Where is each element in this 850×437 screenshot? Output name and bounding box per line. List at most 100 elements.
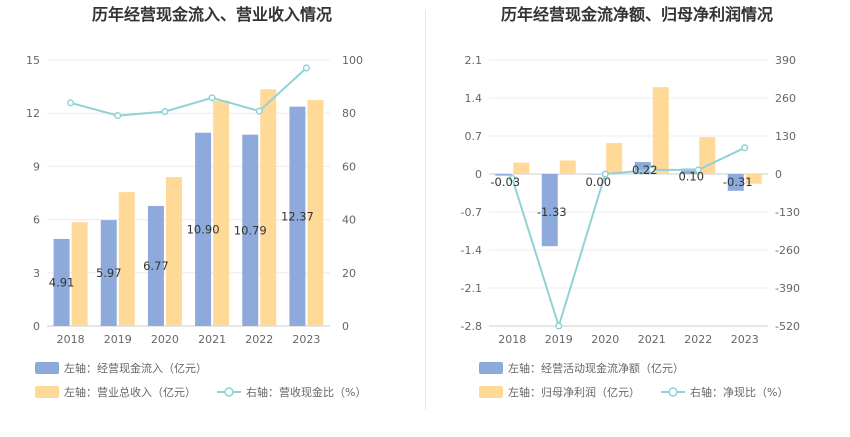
bar [147,205,164,326]
right-axis-tick-label: 390 [775,54,796,67]
bar [53,238,70,326]
bar [307,99,324,327]
line-point [648,166,656,174]
legend-label: 左轴：营业总收入（亿元） [64,385,196,399]
line-point [255,107,263,115]
bar [588,174,605,175]
bar [727,174,744,191]
category-label: 2021 [198,333,226,346]
right-axis-tick-label: -260 [775,244,800,257]
legend-swatch [35,386,59,398]
data-label: 12.37 [281,209,314,223]
data-label: -0.31 [723,175,753,189]
legend-label: 右轴：净现比（%） [690,385,788,399]
line-point [208,94,216,102]
bar [165,177,182,326]
bar [513,162,530,174]
line-point [555,322,563,330]
data-label: 10.79 [234,223,267,237]
left-axis-tick-label: 9 [33,160,40,173]
left-axis-tick-label: -1.4 [461,244,482,257]
bar [260,89,277,326]
data-label: 10.90 [187,222,220,236]
category-label: 2023 [292,333,320,346]
right-axis-tick-label: 0 [775,168,782,181]
category-label: 2021 [638,333,666,346]
bar [681,168,698,174]
bar [606,143,623,174]
bar [213,100,230,326]
left-axis-tick-label: -2.1 [461,282,482,295]
bar [242,134,259,326]
bar [541,174,558,247]
right-axis-tick-label: 40 [342,214,356,227]
legend-swatch [479,386,503,398]
legend-marker [668,387,678,397]
line-point [741,144,749,152]
right-axis-tick-label: 20 [342,267,356,280]
legend-label: 左轴：经营活动现金流净额（亿元） [508,361,684,375]
chart-svg-left: 历年经营现金流入、营业收入情况 0 3 6 9 12 15 0 20 40 60 80 100 2018 2… [26,5,366,399]
left-axis-tick-label: 2.1 [465,54,483,67]
category-label: 2020 [151,333,179,346]
left-axis-tick-label: -0.7 [461,206,482,219]
line-point [508,174,516,182]
legend-label: 左轴：归母净利润（亿元） [508,385,640,399]
chart-title: 历年经营现金流净额、归母净利润情况 [501,5,773,24]
legend-swatch [479,362,503,374]
category-label: 2019 [545,333,573,346]
chart-svg-right: 历年经营现金流净额、归母净利润情况 -2.8 -2.1 -1.4 -0.7 0 0.7 1.4… [461,5,800,399]
bar [289,106,306,326]
line-point [694,166,702,174]
chart-title: 历年经营现金流入、营业收入情况 [92,5,332,24]
data-label: 0.00 [585,175,611,189]
data-label: 5.97 [96,266,122,280]
right-axis-tick-label: 60 [342,160,356,173]
data-label: -1.33 [537,205,567,219]
left-axis-tick-label: 0.7 [465,130,483,143]
left-axis-tick-label: 3 [33,267,40,280]
right-axis-tick-label: -390 [775,282,800,295]
line-point [601,170,609,178]
bar [652,87,669,174]
category-label: 2023 [731,333,759,346]
bar [100,220,117,326]
right-axis-tick-label: 100 [342,54,363,67]
category-label: 2018 [57,333,85,346]
chart-panel-netcash-profit: 历年经营现金流净额、归母净利润情况 -2.8 -2.1 -1.4 -0.7 0 0.7 1.4… [425,0,850,437]
left-axis-tick-label: 12 [26,107,40,120]
left-axis-tick-label: 1.4 [465,92,483,105]
line-point [302,64,310,72]
bar [559,160,576,174]
line-point [114,112,122,120]
left-axis-tick-label: -2.8 [461,320,482,333]
bar [195,132,212,326]
right-axis-tick-label: 130 [775,130,796,143]
legend-swatch [35,362,59,374]
category-label: 2020 [591,333,619,346]
bar [118,192,135,326]
bar [634,162,651,174]
bar [71,222,88,326]
category-label: 2022 [684,333,712,346]
left-axis-tick-label: 0 [475,168,482,181]
right-axis-tick-label: 0 [342,320,349,333]
data-label: 6.77 [143,259,169,273]
legend-label: 右轴：营收现金比（%） [246,385,366,399]
bar [745,174,762,184]
right-axis-tick-label: -520 [775,320,800,333]
data-label: -0.03 [490,175,520,189]
panel-divider [425,10,426,410]
category-label: 2022 [245,333,273,346]
data-label: 4.91 [49,275,75,289]
left-axis-tick-label: 6 [33,214,40,227]
right-axis-tick-label: -130 [775,206,800,219]
data-label: 0.10 [678,170,704,184]
line-point [161,108,169,116]
legend-label: 左轴：经营现金流入（亿元） [64,361,207,375]
category-label: 2018 [498,333,526,346]
right-axis-tick-label: 260 [775,92,796,105]
bar [495,174,512,176]
category-label: 2019 [104,333,132,346]
series-line [511,146,746,330]
